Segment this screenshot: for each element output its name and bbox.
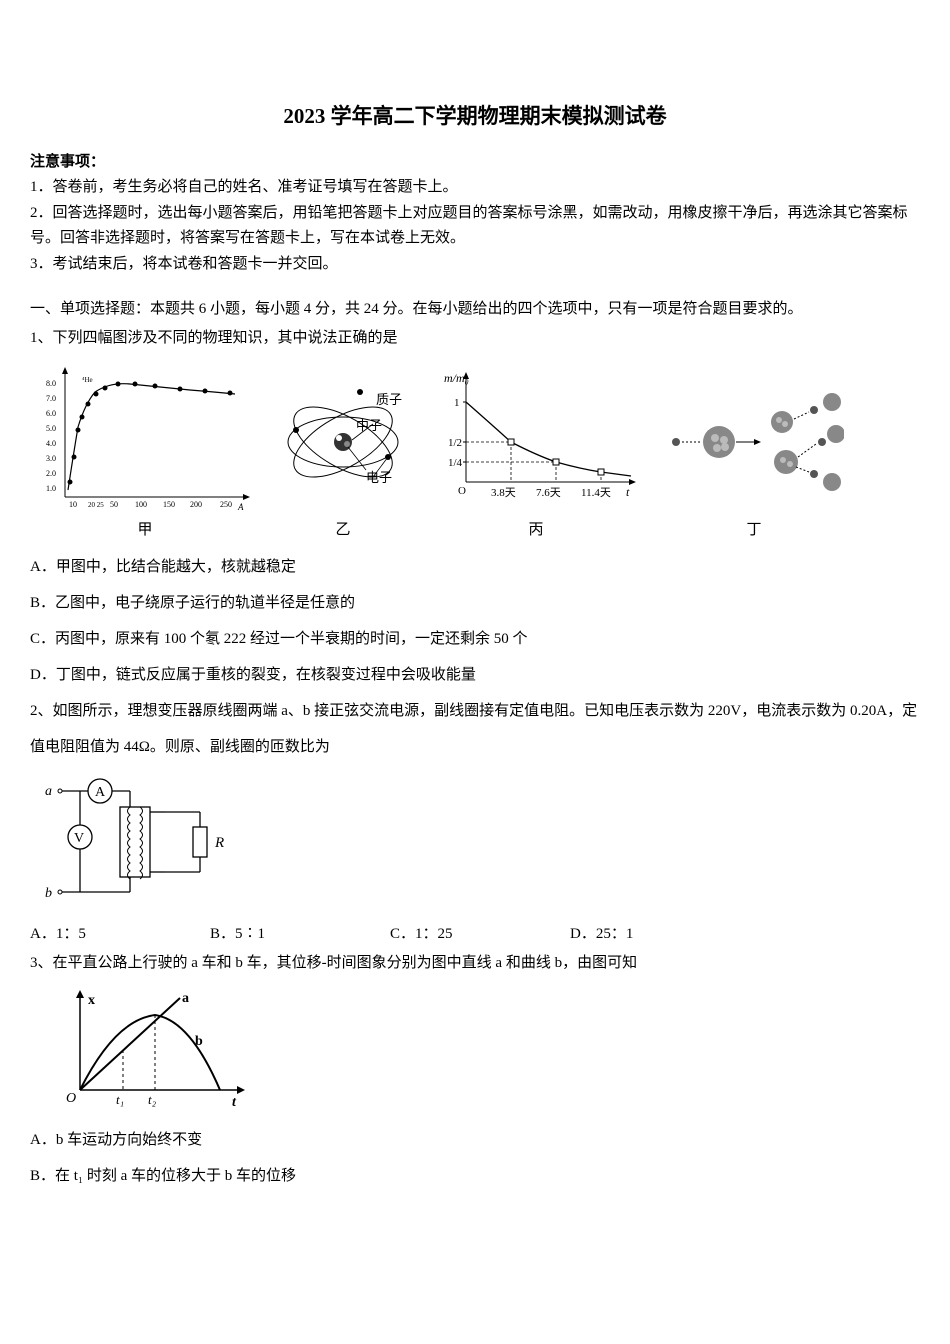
q1-figlabel-c: 丙 xyxy=(528,518,543,539)
svg-text:150: 150 xyxy=(163,500,175,509)
svg-text:200: 200 xyxy=(190,500,202,509)
q1-figure-b: 质子 中子 电子 乙 xyxy=(278,362,408,539)
atom-model-icon: 质子 中子 电子 xyxy=(278,362,408,512)
notice-item-2: 2．回答选择题时，选出每小题答案后，用铅笔把答题卡上对应题目的答案标号涂黑，如需… xyxy=(30,201,920,252)
svg-text:100: 100 xyxy=(135,500,147,509)
svg-text:a: a xyxy=(45,784,52,799)
svg-text:A: A xyxy=(95,785,106,800)
svg-text:4.0: 4.0 xyxy=(46,439,56,448)
svg-text:6.0: 6.0 xyxy=(46,409,56,418)
q2-options-row: A．1：5 B．5∶1 C．1：25 D．25：1 xyxy=(30,919,920,949)
binding-energy-chart-icon: 8.0 7.0 6.0 5.0 4.0 3.0 2.0 1.0 10 20 25… xyxy=(40,362,250,512)
svg-text:1.0: 1.0 xyxy=(46,484,56,493)
half-life-chart-icon: m/m₀ 1 1/2 1/4 O 3.8天 7.6天 11.4天 t xyxy=(436,362,636,512)
q1-figure-c: m/m₀ 1 1/2 1/4 O 3.8天 7.6天 11.4天 t 丙 xyxy=(436,362,636,539)
q2-option-d: D．25：1 xyxy=(570,919,750,949)
svg-text:250: 250 xyxy=(220,500,232,509)
svg-text:3.8天: 3.8天 xyxy=(491,487,516,499)
svg-text:a: a xyxy=(182,991,189,1006)
svg-text:b: b xyxy=(45,886,52,901)
svg-text:⁴He: ⁴He xyxy=(82,376,93,384)
q1-figure-d: 丁 xyxy=(664,362,844,539)
q1-option-a: A．甲图中，比结合能越大，核就越稳定 xyxy=(30,549,920,585)
q2-circuit: a A b V R xyxy=(40,777,920,907)
svg-text:2.0: 2.0 xyxy=(46,469,56,478)
q1-option-d: D．丁图中，链式反应属于重核的裂变，在核裂变过程中会吸收能量 xyxy=(30,657,920,693)
svg-text:x: x xyxy=(88,993,95,1008)
svg-text:中子: 中子 xyxy=(356,418,382,433)
fission-reaction-icon xyxy=(664,362,844,512)
q1-figure-a: 8.0 7.0 6.0 5.0 4.0 3.0 2.0 1.0 10 20 25… xyxy=(40,362,250,539)
notice-heading: 注意事项： xyxy=(30,150,920,171)
svg-text:5.0: 5.0 xyxy=(46,424,56,433)
svg-text:3.0: 3.0 xyxy=(46,454,56,463)
section1-header: 一、单项选择题：本题共 6 小题，每小题 4 分，共 24 分。在每小题给出的四… xyxy=(30,295,920,324)
q2-option-a: A．1：5 xyxy=(30,919,210,949)
svg-text:7.6天: 7.6天 xyxy=(536,487,561,499)
svg-text:8.0: 8.0 xyxy=(46,379,56,388)
q1-stem: 1、下列四幅图涉及不同的物理知识，其中说法正确的是 xyxy=(30,324,920,353)
svg-text:t₁: t₁ xyxy=(116,1092,124,1107)
q2-option-c: C．1：25 xyxy=(390,919,570,949)
svg-text:A: A xyxy=(237,502,244,512)
svg-text:1/2: 1/2 xyxy=(448,437,462,449)
q1-option-b: B．乙图中，电子绕原子运行的轨道半径是任意的 xyxy=(30,585,920,621)
svg-text:10: 10 xyxy=(69,500,77,509)
svg-text:O: O xyxy=(458,485,466,497)
q3-option-a: A．b 车运动方向始终不变 xyxy=(30,1122,920,1158)
svg-text:11.4天: 11.4天 xyxy=(581,487,611,499)
q3-graph: x t O a b t₁ t₂ xyxy=(60,990,920,1110)
notice-item-1: 1．答卷前，考生务必将自己的姓名、准考证号填写在答题卡上。 xyxy=(30,175,920,201)
svg-text:1: 1 xyxy=(454,397,460,409)
q1-figlabel-b: 乙 xyxy=(335,518,350,539)
q1-option-c: C．丙图中，原来有 100 个氡 222 经过一个半衰期的时间，一定还剩余 50… xyxy=(30,621,920,657)
svg-text:t₂: t₂ xyxy=(148,1092,157,1107)
q1-figures: 8.0 7.0 6.0 5.0 4.0 3.0 2.0 1.0 10 20 25… xyxy=(40,362,920,539)
q1-figlabel-a: 甲 xyxy=(137,518,152,539)
svg-text:O: O xyxy=(66,1091,76,1106)
svg-text:质子: 质子 xyxy=(376,392,402,407)
svg-text:b: b xyxy=(195,1034,203,1049)
q2-option-b: B．5∶1 xyxy=(210,919,390,949)
q3-stem: 3、在平直公路上行驶的 a 车和 b 车，其位移-时间图象分别为图中直线 a 和… xyxy=(30,949,920,978)
q3-option-b: B．在 t₁ 时刻 a 车的位移大于 b 车的位移 xyxy=(30,1158,920,1194)
q1-figlabel-d: 丁 xyxy=(746,518,761,539)
exam-title: 2023 学年高二下学期物理期末模拟测试卷 xyxy=(30,100,920,130)
svg-text:20 25: 20 25 xyxy=(88,501,104,509)
svg-text:m/m₀: m/m₀ xyxy=(444,371,469,385)
svg-text:1/4: 1/4 xyxy=(448,457,463,469)
svg-text:50: 50 xyxy=(110,500,118,509)
svg-text:V: V xyxy=(74,831,84,846)
transformer-circuit-icon: a A b V R xyxy=(40,777,240,907)
svg-text:t: t xyxy=(626,485,630,499)
svg-text:7.0: 7.0 xyxy=(46,394,56,403)
svg-text:t: t xyxy=(232,1095,237,1110)
q2-stem: 2、如图所示，理想变压器原线圈两端 a、b 接正弦交流电源，副线圈接有定值电阻。… xyxy=(30,693,920,765)
svg-text:电子: 电子 xyxy=(366,470,392,485)
svg-text:R: R xyxy=(214,835,224,851)
notice-item-3: 3．考试结束后，将本试卷和答题卡一并交回。 xyxy=(30,252,920,278)
displacement-time-chart-icon: x t O a b t₁ t₂ xyxy=(60,990,250,1110)
